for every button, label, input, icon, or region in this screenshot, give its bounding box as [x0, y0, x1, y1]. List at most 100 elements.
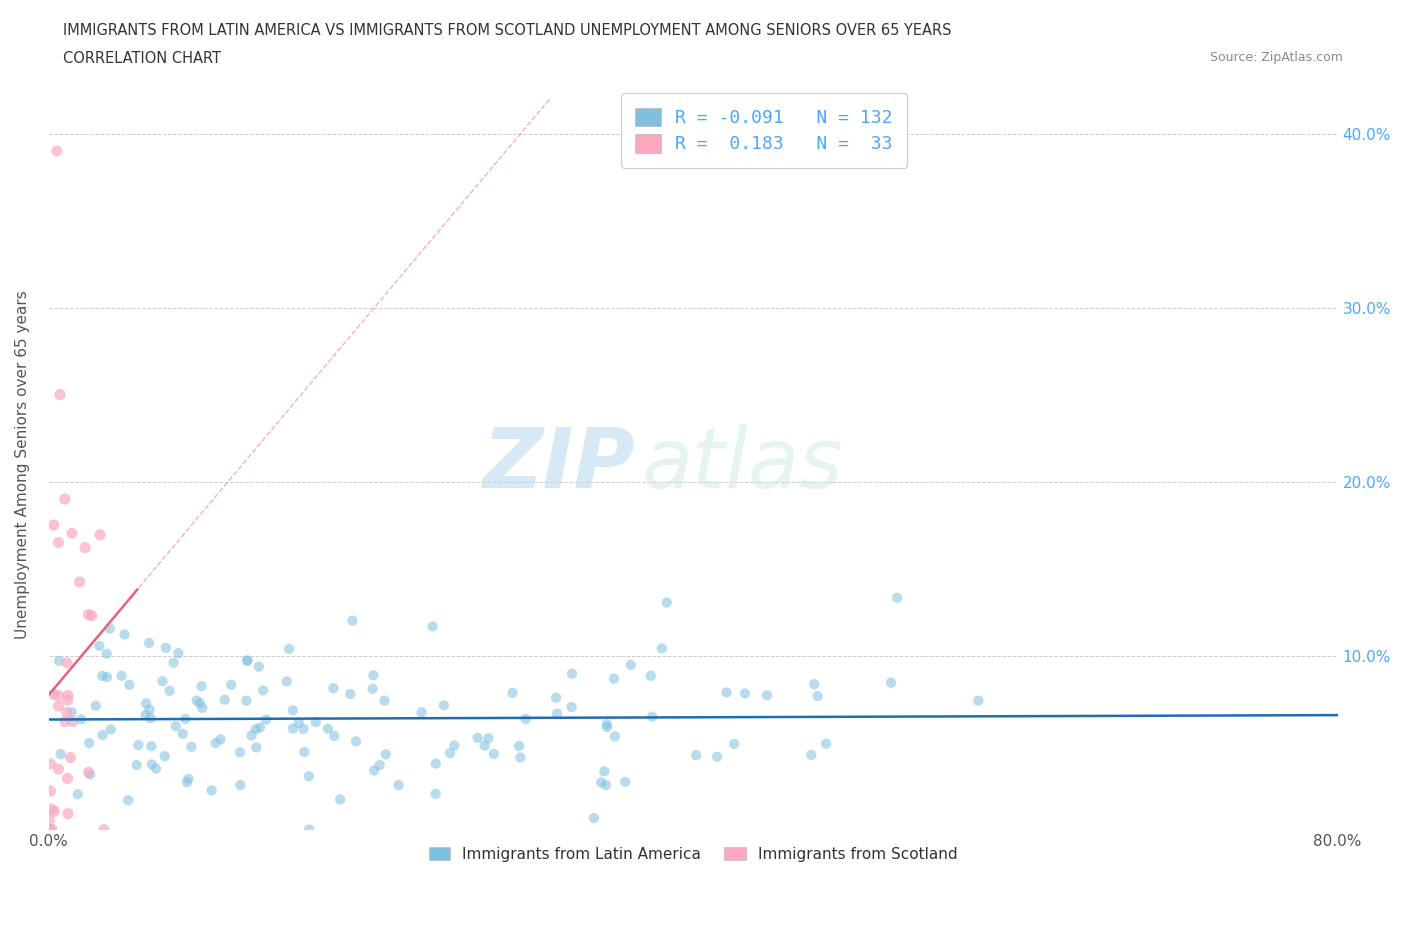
Point: [117, 792, 139, 807]
Point: [41, 822, 63, 837]
Point: [467, 730, 489, 745]
Point: [509, 751, 531, 765]
Point: [425, 756, 447, 771]
Point: [48, 535, 70, 550]
Point: [45, 143, 67, 158]
Text: ZIP: ZIP: [482, 424, 636, 505]
Text: CORRELATION CHART: CORRELATION CHART: [63, 51, 221, 66]
Point: [48, 698, 70, 713]
Text: IMMIGRANTS FROM LATIN AMERICA VS IMMIGRANTS FROM SCOTLAND UNEMPLOYMENT AMONG SEN: IMMIGRANTS FROM LATIN AMERICA VS IMMIGRA…: [63, 23, 952, 38]
Point: [593, 764, 616, 778]
Text: atlas: atlas: [641, 424, 844, 505]
Point: [219, 677, 242, 692]
Point: [66, 787, 89, 802]
Text: Source: ZipAtlas.com: Source: ZipAtlas.com: [1209, 51, 1343, 64]
Point: [100, 722, 122, 737]
Point: [603, 671, 626, 686]
Point: [329, 792, 352, 807]
Point: [80, 608, 103, 623]
Point: [236, 653, 259, 668]
Point: [422, 619, 444, 634]
Point: [48, 762, 70, 777]
Point: [614, 775, 637, 790]
Point: [305, 714, 328, 729]
Point: [723, 737, 745, 751]
Point: [245, 722, 267, 737]
Point: [603, 729, 626, 744]
Point: [292, 745, 315, 760]
Point: [815, 737, 838, 751]
Point: [363, 764, 385, 778]
Point: [69, 575, 91, 590]
Point: [706, 750, 728, 764]
Point: [886, 591, 908, 605]
Point: [56, 693, 79, 708]
Point: [174, 711, 197, 726]
Point: [165, 719, 187, 734]
Point: [191, 700, 214, 715]
Point: [596, 720, 619, 735]
Point: [756, 688, 779, 703]
Point: [508, 738, 530, 753]
Point: [167, 645, 190, 660]
Point: [39, 822, 62, 837]
Point: [734, 686, 756, 701]
Point: [60, 525, 83, 540]
Point: [439, 746, 461, 761]
Point: [803, 677, 825, 692]
Point: [281, 721, 304, 736]
Point: [73, 540, 96, 555]
Point: [159, 684, 181, 698]
Point: [236, 654, 259, 669]
Point: [70, 711, 93, 726]
Point: [49, 387, 72, 402]
Point: [411, 705, 433, 720]
Point: [374, 747, 396, 762]
Point: [967, 693, 990, 708]
Point: [235, 693, 257, 708]
Point: [482, 747, 505, 762]
Point: [89, 527, 111, 542]
Point: [91, 727, 114, 742]
Point: [77, 607, 100, 622]
Point: [388, 777, 411, 792]
Point: [38, 812, 60, 827]
Point: [477, 731, 499, 746]
Point: [344, 734, 367, 749]
Point: [582, 811, 605, 826]
Point: [91, 669, 114, 684]
Point: [229, 777, 252, 792]
Point: [162, 656, 184, 671]
Point: [880, 675, 903, 690]
Point: [188, 696, 211, 711]
Point: [110, 669, 132, 684]
Point: [323, 728, 346, 743]
Point: [141, 738, 163, 753]
Point: [316, 722, 339, 737]
Point: [44, 804, 66, 818]
Point: [342, 613, 364, 628]
Point: [152, 674, 174, 689]
Point: [153, 749, 176, 764]
Point: [595, 777, 617, 792]
Point: [281, 703, 304, 718]
Point: [561, 666, 583, 681]
Point: [39, 757, 62, 772]
Point: [155, 641, 177, 656]
Point: [96, 646, 118, 661]
Point: [800, 748, 823, 763]
Point: [298, 822, 321, 837]
Point: [641, 710, 664, 724]
Point: [204, 736, 226, 751]
Point: [209, 732, 232, 747]
Point: [443, 738, 465, 753]
Point: [276, 674, 298, 689]
Point: [186, 693, 208, 708]
Point: [620, 658, 643, 672]
Point: [138, 635, 160, 650]
Point: [62, 714, 84, 729]
Point: [96, 670, 118, 684]
Point: [278, 642, 301, 657]
Point: [298, 769, 321, 784]
Point: [56, 656, 79, 671]
